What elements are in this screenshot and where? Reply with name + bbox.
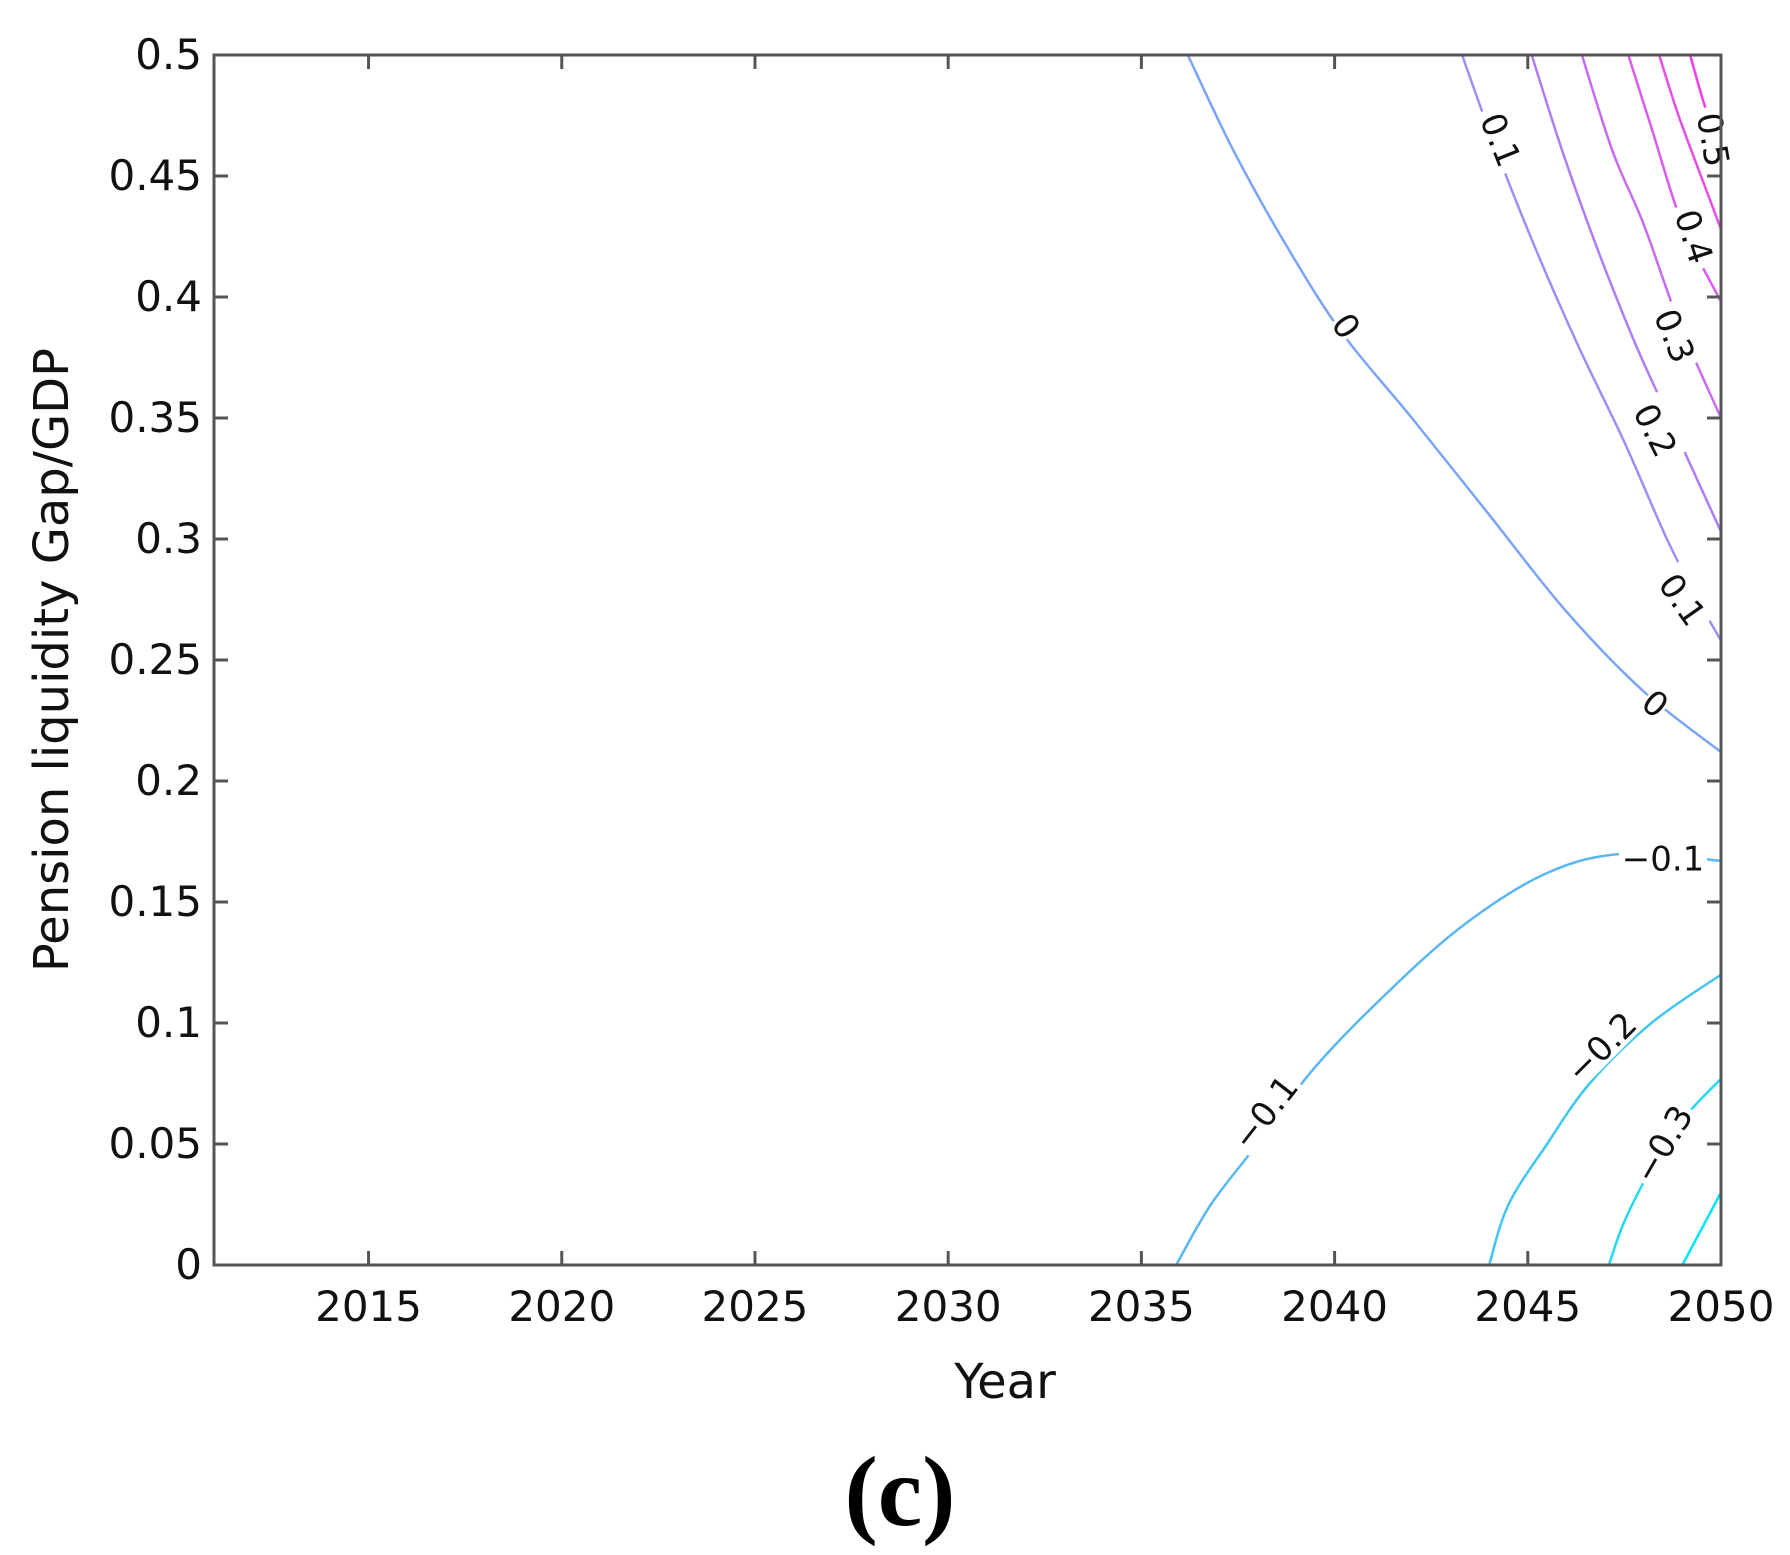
contour-label-mask: [1650, 560, 1718, 636]
y-tick-label: 0.1: [135, 998, 202, 1047]
contour-label-mask: [1623, 1095, 1699, 1191]
contour-line: [1627, 54, 1723, 303]
contour-label-mask: [1619, 838, 1707, 875]
y-axis-ticks: 0 0.05 0.1 0.15 0.2 0.25 0.3 0.35 0.4 0.45 0.5: [108, 30, 1721, 1289]
x-tick-label: 2035: [1088, 1282, 1195, 1331]
contour-label-group: 0.5: [1688, 103, 1739, 175]
x-tick-label: 2045: [1474, 1282, 1581, 1331]
contour-line: [1186, 54, 1722, 753]
contour-line: [1488, 973, 1722, 1266]
y-tick-label: 0.05: [108, 1119, 202, 1168]
y-tick-label: 0.2: [135, 756, 202, 805]
x-tick-label: 2040: [1281, 1282, 1388, 1331]
y-tick-label: 0: [175, 1240, 202, 1289]
contour-label-mask: [1691, 103, 1739, 175]
contour-label-mask: [1668, 198, 1724, 273]
y-axis-title: Pension liquidity Gap/GDP: [24, 348, 80, 972]
x-tick-label: 2030: [895, 1282, 1002, 1331]
contour-line: [1175, 852, 1722, 1266]
contour-label-mask: [1636, 681, 1677, 723]
contour-line: [1681, 1191, 1723, 1266]
contour-label-mask: [1473, 101, 1532, 177]
contour-label-group: −0.1: [1619, 838, 1707, 879]
x-tick-label: 2020: [508, 1282, 615, 1331]
y-tick-label: 0.4: [135, 272, 202, 321]
contour-label: −0.1: [1622, 839, 1705, 879]
x-tick-label: 2025: [702, 1282, 809, 1331]
y-tick-label: 0.45: [108, 151, 202, 200]
x-tick-label: 2015: [315, 1282, 422, 1331]
x-tick-label: 2050: [1668, 1282, 1775, 1331]
y-tick-label: 0.25: [108, 635, 202, 684]
plot-background: [214, 55, 1721, 1265]
y-tick-label: 0.3: [135, 514, 202, 563]
contour-label-mask: [1555, 1001, 1644, 1090]
contour-label-mask: [1647, 297, 1706, 373]
contour-label-mask: [1626, 391, 1689, 467]
contour-line: [1658, 54, 1723, 230]
contour-label: 0.5: [1688, 110, 1737, 170]
contour-label-mask: [1222, 1065, 1305, 1158]
y-tick-label: 0.5: [135, 30, 202, 79]
x-axis-title: Year: [953, 1354, 1056, 1410]
panel-label: (c): [845, 1436, 956, 1547]
y-tick-label: 0.15: [108, 877, 202, 926]
contour-label-mask: [1326, 305, 1369, 345]
x-axis-ticks: 2015 2020 2025 2030 2035 2040 2045 2050: [315, 55, 1774, 1331]
y-tick-label: 0.35: [108, 393, 202, 442]
